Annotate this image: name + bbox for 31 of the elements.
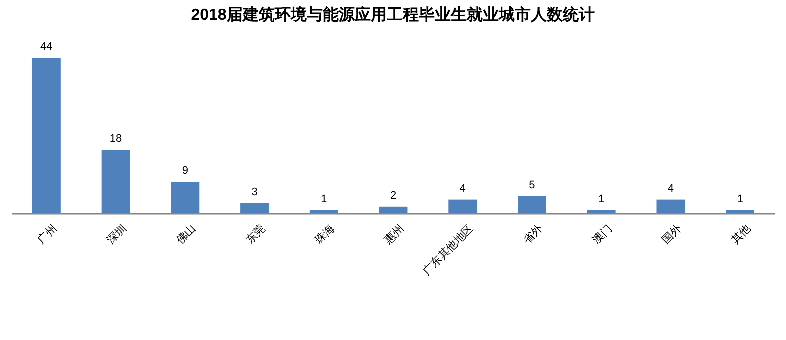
x-tick-label: 广东其他地区 bbox=[420, 222, 476, 278]
x-tick-label: 东莞 bbox=[243, 222, 268, 247]
data-label: 44 bbox=[40, 41, 53, 53]
bar bbox=[656, 200, 686, 214]
data-label: 4 bbox=[668, 182, 674, 195]
data-label: 9 bbox=[182, 165, 188, 178]
chart-title: 2018届建筑环境与能源应用工程毕业生就业城市人数统计 bbox=[191, 5, 595, 24]
x-tick-label: 其他 bbox=[728, 222, 754, 247]
x-tick-label: 惠州 bbox=[381, 222, 407, 248]
x-tick-label: 珠海 bbox=[312, 222, 338, 247]
data-label: 18 bbox=[110, 133, 122, 146]
x-tick-label: 国外 bbox=[660, 222, 684, 247]
data-label: 1 bbox=[321, 193, 328, 206]
data-label: 4 bbox=[460, 182, 466, 195]
data-label: 3 bbox=[252, 186, 258, 198]
x-tick-label: 深圳 bbox=[104, 222, 130, 247]
bar bbox=[32, 58, 61, 214]
data-label: 1 bbox=[737, 193, 744, 206]
bar bbox=[102, 150, 130, 214]
data-label: 2 bbox=[390, 190, 397, 202]
x-tick-label: 省外 bbox=[520, 222, 546, 247]
data-label: 5 bbox=[529, 179, 536, 192]
data-label: 1 bbox=[598, 193, 605, 206]
bar bbox=[240, 203, 269, 214]
bar bbox=[448, 200, 478, 214]
x-tick-label: 澳门 bbox=[590, 222, 615, 247]
x-tick-label: 广州 bbox=[35, 222, 60, 247]
bar bbox=[171, 182, 200, 214]
x-tick-label: 佛山 bbox=[174, 222, 199, 247]
bar bbox=[518, 196, 546, 214]
bar bbox=[379, 206, 408, 214]
